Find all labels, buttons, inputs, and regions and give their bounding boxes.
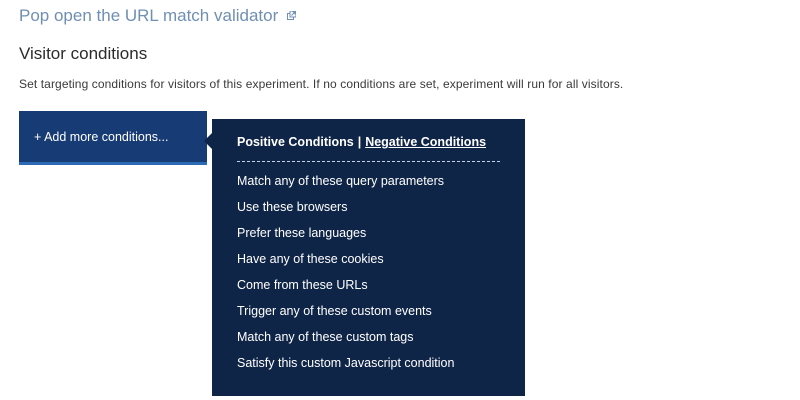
menu-item-browsers[interactable]: Use these browsers	[237, 200, 348, 214]
menu-item-custom-events[interactable]: Trigger any of these custom events	[237, 304, 432, 318]
validator-link-label: Pop open the URL match validator	[19, 6, 279, 25]
menu-item-custom-tags[interactable]: Match any of these custom tags	[237, 330, 414, 344]
menu-item-javascript-condition[interactable]: Satisfy this custom Javascript condition	[237, 356, 455, 370]
tab-positive-conditions[interactable]: Positive Conditions	[237, 135, 354, 149]
dropdown-divider	[237, 161, 500, 162]
url-match-validator-link[interactable]: Pop open the URL match validator	[19, 6, 296, 26]
menu-item-query-parameters[interactable]: Match any of these query parameters	[237, 174, 445, 188]
tab-negative-conditions[interactable]: Negative Conditions	[365, 135, 487, 149]
visitor-conditions-description: Set targeting conditions for visitors of…	[19, 77, 624, 91]
menu-item-cookies[interactable]: Have any of these cookies	[237, 252, 384, 266]
condition-type-tabs: Positive Conditions | Negative Conditions	[237, 135, 486, 149]
condition-options-list: Match any of these query parameters Use …	[237, 172, 454, 380]
tab-separator: |	[357, 135, 362, 149]
menu-item-languages[interactable]: Prefer these languages	[237, 226, 367, 240]
external-link-icon	[286, 11, 296, 20]
add-more-conditions-button[interactable]: + Add more conditions...	[19, 111, 207, 165]
conditions-dropdown-menu: Positive Conditions | Negative Conditions …	[204, 119, 525, 396]
menu-item-urls[interactable]: Come from these URLs	[237, 278, 368, 292]
visitor-conditions-title: Visitor conditions	[19, 44, 148, 63]
